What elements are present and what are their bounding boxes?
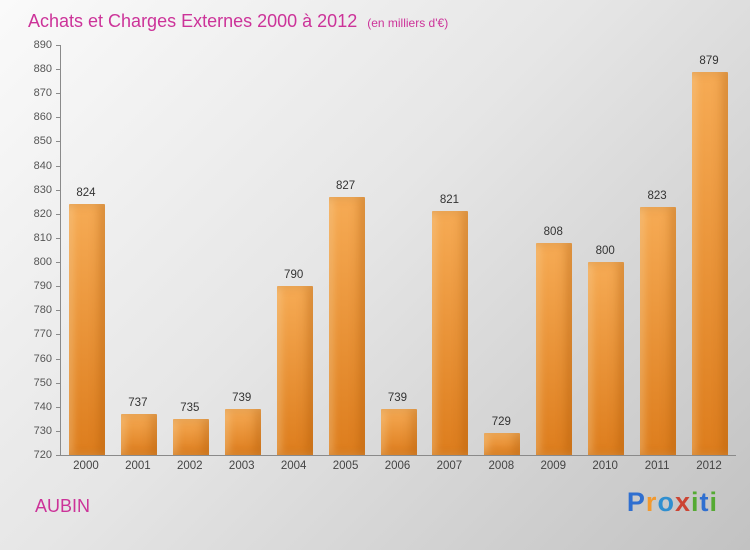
- y-axis-tick-label: 770: [33, 328, 52, 341]
- bar: [640, 206, 677, 455]
- y-axis-tick-label: 890: [33, 39, 52, 51]
- y-axis-tick-label: 740: [33, 400, 52, 413]
- y-axis-tick-mark: [56, 430, 60, 432]
- bar: [484, 433, 521, 455]
- y-axis-tick-mark: [56, 165, 60, 167]
- bar: [432, 211, 469, 455]
- bar-value-label: 737: [128, 397, 148, 409]
- y-axis-tick-mark: [56, 213, 60, 215]
- y-axis-tick-label: 820: [33, 207, 52, 220]
- logo-letter: o: [657, 487, 675, 517]
- y-axis-tick-label: 840: [33, 159, 52, 172]
- x-axis-tick-label: 2007: [436, 460, 463, 472]
- y-axis-tick-label: 850: [33, 135, 52, 148]
- y-axis-tick-label: 790: [33, 280, 52, 293]
- y-axis-tick-label: 810: [33, 231, 52, 244]
- logo-letter: t: [699, 487, 710, 517]
- y-axis-tick-label: 750: [33, 376, 52, 389]
- bar: [536, 242, 573, 455]
- y-axis-tick-label: 730: [33, 424, 52, 437]
- logo-letter: i: [690, 487, 700, 517]
- y-axis-tick-mark: [56, 262, 60, 264]
- x-axis-tick-label: 2001: [125, 460, 151, 472]
- bar: [380, 409, 417, 455]
- x-axis-tick-label: 2006: [384, 460, 411, 472]
- logo-letter: i: [709, 487, 718, 517]
- y-axis-tick-mark: [56, 93, 60, 95]
- y-axis-tick-mark: [56, 382, 60, 384]
- bar-value-label: 800: [595, 245, 615, 258]
- y-axis-tick-label: 720: [33, 449, 52, 461]
- bar-value-label: 823: [647, 189, 667, 202]
- x-axis-tick-label: 2004: [280, 460, 307, 472]
- x-axis-tick-label: 2009: [540, 460, 567, 472]
- y-axis-tick-mark: [56, 455, 60, 456]
- y-axis-tick-label: 830: [33, 183, 52, 196]
- x-axis-tick-label: 2000: [73, 460, 99, 472]
- y-axis-tick-mark: [56, 237, 60, 239]
- page-subtitle: (en milliers d'€): [367, 16, 449, 30]
- bar-value-label: 790: [284, 269, 304, 282]
- plot-area: [60, 45, 736, 456]
- y-axis-tick-label: 780: [33, 304, 52, 317]
- chart-header: Achats et Charges Externes 2000 à 2012 (…: [28, 11, 448, 32]
- y-axis-tick-mark: [56, 358, 60, 360]
- bar-value-label: 824: [76, 187, 96, 200]
- bar-value-label: 739: [387, 392, 408, 405]
- y-axis-tick-label: 860: [33, 111, 52, 124]
- y-axis-tick-mark: [56, 189, 60, 191]
- logo-letter: P: [626, 487, 646, 517]
- y-axis-tick-label: 760: [33, 352, 52, 365]
- bar: [172, 418, 209, 455]
- proxiti-logo[interactable]: Proxiti: [627, 487, 718, 518]
- bar-value-label: 739: [232, 392, 252, 405]
- bar-value-label: 729: [491, 416, 511, 429]
- y-axis-tick-mark: [56, 69, 60, 71]
- bar-value-label: 735: [180, 401, 200, 414]
- y-axis-tick-mark: [56, 117, 60, 119]
- x-axis-tick-label: 2012: [696, 460, 722, 472]
- bar: [328, 196, 365, 455]
- x-axis-tick-label: 2010: [592, 460, 618, 472]
- x-axis-tick-label: 2005: [332, 460, 359, 472]
- x-axis-tick-label: 2011: [644, 460, 670, 472]
- logo-letter: r: [645, 487, 658, 517]
- logo-letter: x: [674, 487, 691, 517]
- bar: [224, 409, 261, 455]
- y-axis-tick-mark: [56, 334, 60, 336]
- bar-value-label: 821: [439, 194, 459, 207]
- y-axis-tick-label: 870: [33, 87, 52, 100]
- bar: [276, 286, 313, 455]
- y-axis-tick-mark: [56, 286, 60, 288]
- y-axis-tick-mark: [56, 406, 60, 408]
- bar-value-label: 827: [335, 179, 356, 192]
- y-axis-tick-mark: [56, 45, 60, 46]
- bar-value-label: 879: [699, 54, 719, 67]
- y-axis-tick-mark: [56, 141, 60, 143]
- x-axis-tick-label: 2003: [228, 460, 255, 472]
- bar: [692, 71, 729, 455]
- bar: [68, 204, 105, 455]
- x-axis-tick-label: 2008: [488, 460, 515, 472]
- brand-name: AUBIN: [35, 496, 91, 516]
- bar-value-label: 808: [543, 225, 563, 238]
- y-axis-tick-label: 800: [33, 256, 52, 269]
- bar: [588, 262, 625, 455]
- y-axis-tick-mark: [56, 310, 60, 312]
- y-axis-tick-label: 880: [33, 63, 52, 76]
- page-title: Achats et Charges Externes 2000 à 2012: [28, 11, 358, 31]
- bar: [120, 414, 157, 455]
- x-axis-tick-label: 2002: [177, 460, 203, 472]
